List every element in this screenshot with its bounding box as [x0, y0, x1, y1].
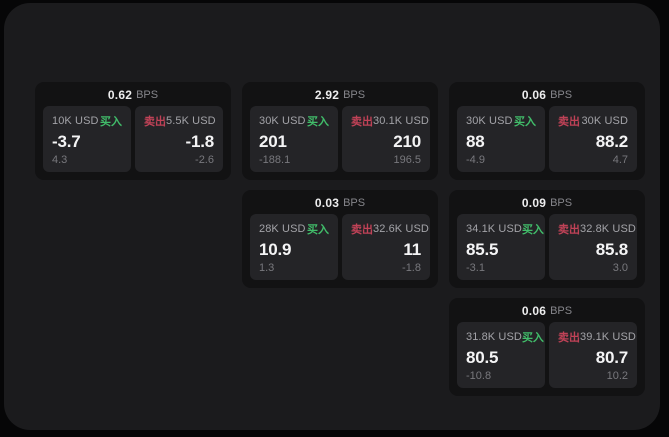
card-column-1: 0.62 BPS 10K USD 买入 -3.7 4.3 卖出 — [35, 82, 231, 180]
main-panel: 0.62 BPS 10K USD 买入 -3.7 4.3 卖出 — [4, 3, 660, 430]
bps-unit-label: BPS — [550, 89, 573, 101]
buy-price-value: 80.5 — [466, 348, 499, 367]
buy-price-value: 10.9 — [259, 240, 292, 259]
card-body: 10K USD 买入 -3.7 4.3 卖出 5.5K USD -1.8 -2.… — [35, 106, 231, 180]
sell-size-label: 5.5K USD — [166, 115, 216, 127]
bps-header: 0.03 BPS — [242, 190, 438, 214]
sell-side-label: 卖出 — [558, 224, 580, 236]
buy-tile[interactable]: 34.1K USD 买入 85.5 -3.1 — [457, 214, 545, 280]
buy-side-label: 买入 — [307, 116, 329, 128]
sell-size-label: 32.6K USD — [373, 223, 429, 235]
sell-price-value: 85.8 — [595, 240, 628, 259]
bps-header: 0.09 BPS — [449, 190, 645, 214]
sell-price-value: 210 — [393, 132, 421, 151]
bps-unit-label: BPS — [343, 89, 366, 101]
sell-side-label: 卖出 — [144, 116, 166, 128]
card-column-2: 2.92 BPS 30K USD 买入 201 -188.1 卖出 — [242, 82, 438, 288]
sell-side-label: 卖出 — [558, 332, 580, 344]
buy-size-label: 30K USD — [466, 115, 513, 127]
buy-tile[interactable]: 30K USD 买入 201 -188.1 — [250, 106, 338, 172]
sell-delta-value: 196.5 — [393, 154, 421, 166]
sell-tile[interactable]: 卖出 30.1K USD 210 196.5 — [342, 106, 430, 172]
quote-card: 0.62 BPS 10K USD 买入 -3.7 4.3 卖出 — [35, 82, 231, 180]
buy-tile[interactable]: 30K USD 买入 88 -4.9 — [457, 106, 545, 172]
bps-header: 0.06 BPS — [449, 298, 645, 322]
sell-price-value: 11 — [403, 240, 421, 259]
card-body: 30K USD 买入 88 -4.9 卖出 30K USD 88.2 4.7 — [449, 106, 645, 180]
buy-delta-value: -10.8 — [466, 370, 492, 382]
quote-card: 2.92 BPS 30K USD 买入 201 -188.1 卖出 — [242, 82, 438, 180]
card-body: 28K USD 买入 10.9 1.3 卖出 32.6K USD 11 -1.8 — [242, 214, 438, 288]
bps-value: 0.09 — [521, 196, 547, 210]
bps-header: 0.62 BPS — [35, 82, 231, 106]
buy-size-label: 30K USD — [259, 115, 306, 127]
buy-side-label: 买入 — [521, 224, 544, 236]
buy-tile[interactable]: 10K USD 买入 -3.7 4.3 — [43, 106, 131, 172]
sell-delta-value: -1.8 — [402, 262, 421, 274]
buy-side-label: 买入 — [521, 332, 544, 344]
sell-delta-value: -2.6 — [195, 154, 214, 166]
buy-side-label: 买入 — [100, 116, 122, 128]
buy-size-label: 10K USD — [52, 115, 99, 127]
quote-card: 0.06 BPS 30K USD 买入 88 -4.9 卖出 — [449, 82, 645, 180]
buy-size-label: 34.1K USD — [466, 223, 522, 235]
buy-price-value: 88 — [466, 132, 485, 151]
sell-side-label: 卖出 — [351, 224, 373, 236]
card-body: 31.8K USD 买入 80.5 -10.8 卖出 39.1K USD 80.… — [449, 322, 645, 396]
sell-delta-value: 4.7 — [612, 154, 628, 166]
bps-value: 2.92 — [314, 88, 340, 102]
buy-side-label: 买入 — [514, 116, 536, 128]
buy-delta-value: -4.9 — [466, 154, 485, 166]
bps-value: 0.62 — [107, 88, 133, 102]
sell-delta-value: 3.0 — [612, 262, 628, 274]
bps-value: 0.06 — [521, 88, 547, 102]
card-body: 34.1K USD 买入 85.5 -3.1 卖出 32.8K USD 85.8… — [449, 214, 645, 288]
sell-tile[interactable]: 卖出 5.5K USD -1.8 -2.6 — [135, 106, 223, 172]
bps-unit-label: BPS — [550, 305, 573, 317]
quote-card: 0.09 BPS 34.1K USD 买入 85.5 -3.1 卖出 — [449, 190, 645, 288]
quote-card: 0.06 BPS 31.8K USD 买入 80.5 -10.8 卖 — [449, 298, 645, 396]
sell-side-label: 卖出 — [351, 116, 373, 128]
buy-tile[interactable]: 31.8K USD 买入 80.5 -10.8 — [457, 322, 545, 388]
bps-unit-label: BPS — [136, 89, 159, 101]
bps-header: 2.92 BPS — [242, 82, 438, 106]
buy-size-label: 28K USD — [259, 223, 306, 235]
bps-unit-label: BPS — [343, 197, 366, 209]
card-body: 30K USD 买入 201 -188.1 卖出 30.1K USD 210 1… — [242, 106, 438, 180]
sell-size-label: 30.1K USD — [373, 115, 429, 127]
sell-size-label: 32.8K USD — [580, 223, 636, 235]
buy-delta-value: 4.3 — [52, 154, 68, 166]
card-column-3: 0.06 BPS 30K USD 买入 88 -4.9 卖出 — [449, 82, 645, 396]
buy-delta-value: -3.1 — [466, 262, 485, 274]
buy-tile[interactable]: 28K USD 买入 10.9 1.3 — [250, 214, 338, 280]
sell-tile[interactable]: 卖出 32.6K USD 11 -1.8 — [342, 214, 430, 280]
sell-price-value: 80.7 — [595, 348, 628, 367]
buy-price-value: 201 — [259, 132, 287, 151]
bps-value: 0.06 — [521, 304, 547, 318]
bps-value: 0.03 — [314, 196, 340, 210]
bps-header: 0.06 BPS — [449, 82, 645, 106]
quote-card: 0.03 BPS 28K USD 买入 10.9 1.3 卖出 — [242, 190, 438, 288]
sell-price-value: 88.2 — [595, 132, 628, 151]
sell-tile[interactable]: 卖出 39.1K USD 80.7 10.2 — [549, 322, 637, 388]
buy-delta-value: -188.1 — [259, 154, 291, 166]
buy-size-label: 31.8K USD — [466, 331, 522, 343]
sell-tile[interactable]: 卖出 32.8K USD 85.8 3.0 — [549, 214, 637, 280]
sell-side-label: 卖出 — [558, 116, 580, 128]
buy-price-value: -3.7 — [52, 132, 81, 151]
sell-size-label: 30K USD — [581, 115, 628, 127]
buy-side-label: 买入 — [307, 224, 329, 236]
bps-unit-label: BPS — [550, 197, 573, 209]
sell-price-value: -1.8 — [185, 132, 215, 151]
sell-size-label: 39.1K USD — [580, 331, 636, 343]
sell-delta-value: 10.2 — [606, 370, 628, 382]
buy-price-value: 85.5 — [466, 240, 499, 259]
quote-card-grid: 0.62 BPS 10K USD 买入 -3.7 4.3 卖出 — [35, 82, 645, 396]
buy-delta-value: 1.3 — [259, 262, 275, 274]
sell-tile[interactable]: 卖出 30K USD 88.2 4.7 — [549, 106, 637, 172]
